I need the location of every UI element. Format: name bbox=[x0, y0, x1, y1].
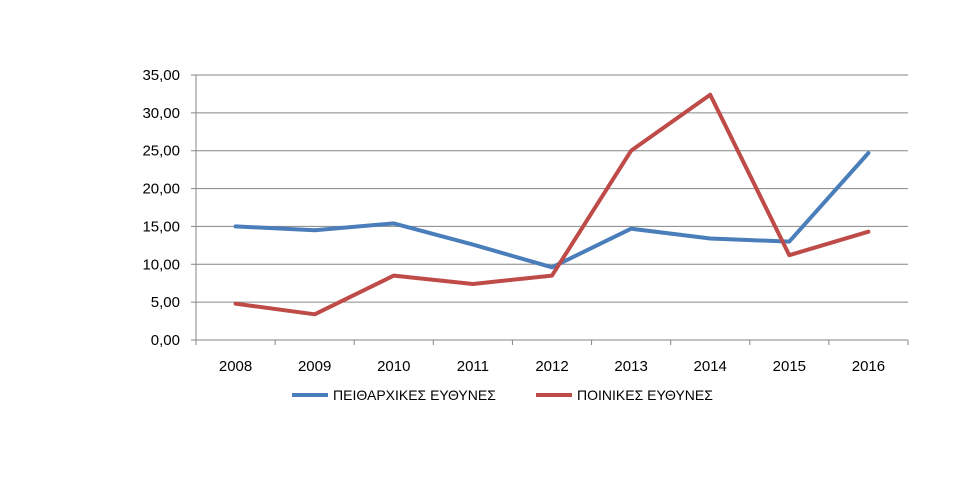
y-tick-label: 35,00 bbox=[142, 67, 180, 84]
x-axis-ticks: 2008 2009 2010 2011 2012 2013 2014 2015 2016 bbox=[195, 340, 909, 375]
x-tick-label: 2009 bbox=[298, 358, 331, 375]
series-line-2 bbox=[233, 92, 871, 317]
x-tick-label: 2013 bbox=[614, 358, 647, 375]
y-tick-label: 10,00 bbox=[142, 256, 180, 273]
series-line-1 bbox=[233, 151, 871, 270]
series-lines bbox=[233, 92, 871, 317]
y-tick-label: 20,00 bbox=[142, 181, 180, 198]
y-axis-ticks: 0,00 5,00 10,00 15,00 20,00 25,00 30,00 35,00 bbox=[142, 67, 196, 349]
x-tick-label: 2010 bbox=[377, 358, 410, 375]
axes bbox=[195, 75, 908, 341]
y-tick-label: 25,00 bbox=[142, 143, 180, 160]
y-tick-label: 15,00 bbox=[142, 218, 180, 235]
gridlines bbox=[196, 74, 908, 303]
x-tick-label: 2008 bbox=[219, 358, 252, 375]
y-tick-label: 30,00 bbox=[142, 105, 180, 122]
x-tick-label: 2012 bbox=[535, 358, 568, 375]
y-tick-label: 0,00 bbox=[151, 332, 180, 349]
y-tick-label: 5,00 bbox=[151, 294, 180, 311]
legend-label-2: ΠΟΙΝΙΚΕΣ ΕΥΘΥΝΕΣ bbox=[577, 387, 713, 403]
x-tick-label: 2015 bbox=[773, 358, 806, 375]
legend-label-1: ΠΕΙΘΑΡΧΙΚΕΣ ΕΥΘΥΝΕΣ bbox=[333, 387, 496, 403]
x-tick-label: 2014 bbox=[694, 358, 727, 375]
legend: ΠΕΙΘΑΡΧΙΚΕΣ ΕΥΘΥΝΕΣ ΠΟΙΝΙΚΕΣ ΕΥΘΥΝΕΣ bbox=[292, 387, 713, 403]
x-tick-label: 2016 bbox=[852, 358, 885, 375]
x-tick-label: 2011 bbox=[457, 358, 489, 375]
